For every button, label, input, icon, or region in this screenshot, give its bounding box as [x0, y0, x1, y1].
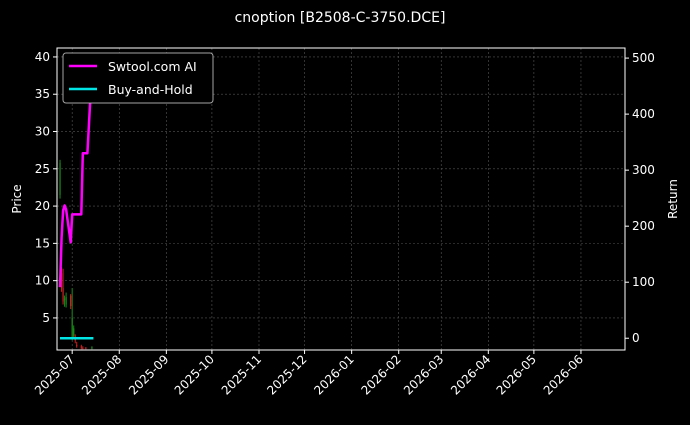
- series-lines: [58, 68, 94, 340]
- x-tick-label: 2026-02: [358, 352, 403, 397]
- x-tick-label: 2026-06: [541, 352, 586, 397]
- y-axis-label: Price: [10, 184, 24, 213]
- x-tick-label: 2026-01: [311, 352, 356, 397]
- y-tick-label: 35: [35, 87, 50, 101]
- candle-body: [80, 346, 82, 348]
- x-tick-label: 2026-03: [401, 352, 446, 397]
- chart-title: cnoption [B2508-C-3750.DCE]: [235, 10, 446, 26]
- y-axis-left: 5 10 15 20 25 30 35 40: [35, 50, 57, 325]
- x-tick-label: 2025-07: [32, 352, 77, 397]
- legend: Swtool.com AI Buy-and-Hold: [62, 52, 214, 104]
- y-tick-label: 5: [42, 311, 50, 325]
- y-tick-label: 10: [35, 274, 50, 288]
- candle-body: [91, 347, 93, 349]
- legend-label-strategy: Swtool.com AI: [108, 59, 197, 74]
- candle-body: [76, 344, 78, 347]
- x-tick-label: 2025-10: [172, 352, 217, 397]
- grid: [57, 48, 625, 350]
- x-tick-label: 2025-11: [219, 352, 264, 397]
- candle-body: [71, 317, 73, 337]
- y2-tick-label: 400: [632, 107, 655, 121]
- legend-box: [62, 52, 214, 104]
- y2-tick-label: 300: [632, 163, 655, 177]
- candle-body: [85, 347, 87, 349]
- candle-body: [82, 347, 84, 349]
- y-axis-right: 0 100 200 300 400 500: [625, 51, 655, 345]
- y2-tick-label: 0: [632, 331, 640, 345]
- candle-body: [62, 288, 64, 302]
- candle-body: [70, 295, 72, 307]
- candle-body: [65, 297, 67, 305]
- y2-tick-label: 100: [632, 275, 655, 289]
- candle-body: [60, 273, 63, 289]
- x-tick-label: 2025-09: [126, 352, 171, 397]
- x-tick-label: 2025-12: [264, 352, 309, 397]
- candles: [59, 159, 93, 350]
- y2-axis-label: Return: [666, 179, 680, 219]
- x-tick-label: 2025-08: [79, 352, 124, 397]
- legend-label-benchmark: Buy-and-Hold: [108, 82, 193, 97]
- y-tick-label: 20: [35, 199, 50, 213]
- y2-tick-label: 200: [632, 219, 655, 233]
- x-tick-label: 2026-04: [448, 352, 493, 397]
- y-tick-label: 40: [35, 50, 50, 64]
- x-axis: 2025-07 2025-08 2025-09 2025-10 2025-11 2025-…: [32, 350, 586, 398]
- y-tick-label: 15: [35, 236, 50, 250]
- y2-tick-label: 500: [632, 51, 655, 65]
- candle-body: [59, 162, 61, 195]
- y-tick-label: 30: [35, 125, 50, 139]
- x-tick-label: 2026-05: [494, 352, 539, 397]
- candle-body: [63, 298, 66, 300]
- y-tick-label: 25: [35, 162, 50, 176]
- plot-frame: [56, 47, 626, 351]
- series-line-strategy: [58, 68, 94, 288]
- candle-body: [73, 328, 75, 336]
